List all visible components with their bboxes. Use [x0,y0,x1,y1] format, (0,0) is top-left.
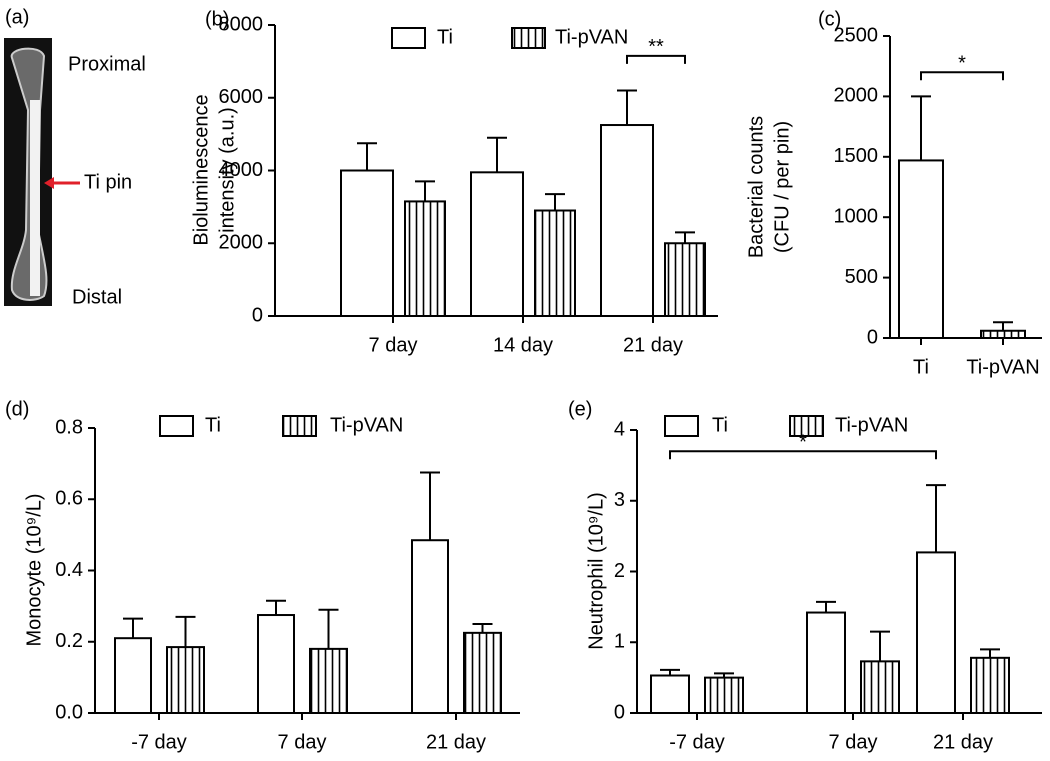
y-axis-label: intensity (a.u.) [216,107,238,233]
x-tick-label: -7 day [669,731,725,753]
bar [664,242,706,317]
legend-label: Ti [205,414,221,436]
legend-swatch [511,27,546,49]
legend-label: Ti [437,26,453,48]
y-tick-label: 1000 [834,205,879,227]
bar [166,646,205,714]
x-tick-label: 21 day [623,334,683,356]
legend-label: Ti-pVAN [555,26,628,48]
y-tick-label: 3 [614,489,625,511]
bar [806,611,846,714]
x-tick-label: Ti [913,356,929,378]
y-axis-label: Neutrophil (10⁹/L) [585,492,607,650]
legend-label: Ti [712,414,728,436]
bar [600,124,654,317]
y-tick-label: 0 [252,304,263,326]
bar [470,171,524,317]
y-tick-label: 1500 [834,145,879,167]
bar [309,647,348,714]
significance-bracket [920,71,1004,81]
bar [970,656,1010,715]
y-tick-label: 6000 [219,86,264,108]
y-tick-label: 1 [614,631,625,653]
x-tick-label: 7 day [278,731,327,753]
y-tick-label: 0.8 [55,416,83,438]
y-tick-label: 4000 [219,159,264,181]
y-tick-label: 0 [867,326,878,348]
significance-bracket [626,54,686,64]
x-tick-label: 7 day [369,334,418,356]
y-axis-label: (CFU / per pin) [771,121,793,253]
y-tick-label: 2000 [219,232,264,254]
y-axis-label: Bioluminescence [190,94,212,245]
x-tick-label: 7 day [829,731,878,753]
panel-label: (e) [568,398,592,420]
significance-label: ** [648,36,664,58]
legend-label: Ti-pVAN [835,414,908,436]
bar [534,209,576,317]
x-tick-label: 21 day [933,731,993,753]
x-tick-label: 21 day [426,731,486,753]
y-tick-label: 500 [845,266,878,288]
bar [650,674,690,715]
legend-swatch [789,415,824,437]
legend-swatch [391,27,426,49]
legend-swatch [664,415,699,437]
panel-a-image [4,38,80,306]
bar [257,614,295,714]
panel-label: (c) [818,8,841,30]
bar [340,169,394,317]
x-tick-label: Ti-pVAN [966,356,1039,378]
y-tick-label: 2000 [834,85,879,107]
bar [898,159,944,339]
panel-label: (a) [5,6,29,28]
bar [411,539,449,714]
y-tick-label: 0 [614,701,625,723]
panel-label: (b) [205,8,229,30]
bar [916,551,956,715]
annotation: Ti pin [84,171,132,193]
significance-bracket [669,450,937,460]
bar [980,329,1026,340]
x-tick-label: 14 day [493,334,553,356]
y-tick-label: 0.4 [55,559,83,581]
panel-label: (d) [5,398,29,420]
y-tick-label: 2 [614,560,625,582]
y-tick-label: 4 [614,418,625,440]
y-tick-label: 0.0 [55,701,83,723]
significance-label: * [958,53,966,75]
y-tick-label: 0.6 [55,488,83,510]
annotation: Distal [72,286,122,308]
legend-swatch [159,415,194,437]
y-tick-label: 0.2 [55,630,83,652]
annotation: Proximal [68,53,146,75]
significance-label: * [799,432,807,454]
legend-swatch [282,415,317,437]
bar [404,200,446,317]
x-tick-label: -7 day [131,731,187,753]
y-tick-label: 2500 [834,24,879,46]
y-axis-label: Bacterial counts [745,116,767,258]
bar [114,637,152,714]
legend-label: Ti-pVAN [330,414,403,436]
bar [860,660,900,714]
y-tick-label: 8000 [219,13,264,35]
y-axis-label: Monocyte (10⁹/L) [23,493,45,646]
bar [704,676,744,714]
bar [463,631,502,714]
